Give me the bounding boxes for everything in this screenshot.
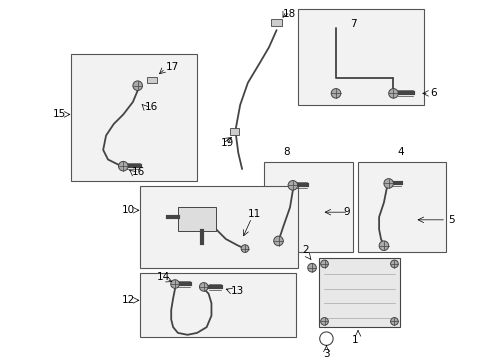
Text: 18: 18 xyxy=(283,9,296,19)
Text: 9: 9 xyxy=(343,207,350,217)
Circle shape xyxy=(133,81,142,90)
Bar xyxy=(357,162,445,252)
Circle shape xyxy=(307,264,316,272)
Bar xyxy=(270,19,282,26)
Circle shape xyxy=(320,318,327,325)
Bar xyxy=(297,9,423,105)
Circle shape xyxy=(330,89,340,98)
Text: 2: 2 xyxy=(302,245,308,255)
Circle shape xyxy=(378,241,388,251)
Circle shape xyxy=(170,280,179,288)
Bar xyxy=(178,207,216,231)
Circle shape xyxy=(273,236,283,246)
Text: 6: 6 xyxy=(429,88,436,98)
Circle shape xyxy=(390,318,397,325)
Text: 19: 19 xyxy=(221,138,234,148)
Bar xyxy=(70,54,197,181)
Text: 11: 11 xyxy=(247,209,261,219)
Text: 15: 15 xyxy=(52,109,66,120)
Text: 17: 17 xyxy=(165,62,178,72)
Text: 16: 16 xyxy=(144,102,157,112)
Text: 4: 4 xyxy=(397,147,404,157)
Text: 12: 12 xyxy=(122,295,135,305)
Bar xyxy=(264,162,352,252)
Bar xyxy=(139,186,297,268)
Circle shape xyxy=(241,245,248,252)
Text: 5: 5 xyxy=(447,215,454,225)
Text: 8: 8 xyxy=(282,147,289,157)
Bar xyxy=(147,77,157,83)
Bar xyxy=(318,258,399,327)
Circle shape xyxy=(199,283,208,291)
Text: 10: 10 xyxy=(122,205,135,215)
Circle shape xyxy=(320,260,327,268)
Text: 7: 7 xyxy=(349,19,356,29)
Circle shape xyxy=(287,181,297,190)
Text: 1: 1 xyxy=(351,335,358,345)
Bar xyxy=(229,128,239,135)
Circle shape xyxy=(390,260,397,268)
Bar xyxy=(139,273,295,337)
Text: 3: 3 xyxy=(323,349,329,359)
Text: 13: 13 xyxy=(230,286,244,296)
Text: 14: 14 xyxy=(157,272,170,282)
Circle shape xyxy=(118,161,128,171)
Circle shape xyxy=(388,89,397,98)
Text: 16: 16 xyxy=(132,167,145,177)
Circle shape xyxy=(383,179,393,188)
